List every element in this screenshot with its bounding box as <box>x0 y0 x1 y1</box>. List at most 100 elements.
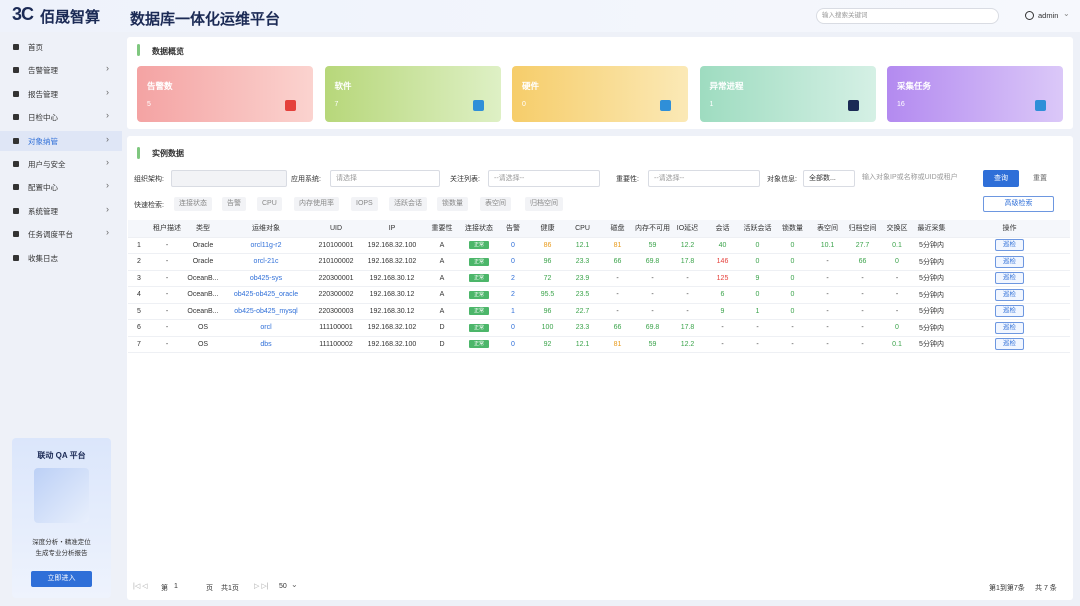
object-link[interactable]: ob425-ob425_mysql <box>234 307 298 315</box>
stat-card[interactable]: 硬件 0 <box>512 66 688 122</box>
promo-line: 深度分析・精准定位 <box>32 539 91 546</box>
menu-item[interactable]: 配置中心 › <box>0 177 122 197</box>
menu-item[interactable]: 任务调度平台 › <box>0 224 122 244</box>
table-cell: 正常 <box>462 253 496 271</box>
query-button[interactable]: 查询 <box>983 170 1019 187</box>
table-cell: OceanB... <box>184 303 222 320</box>
inspect-button[interactable]: 巡检 <box>995 305 1024 318</box>
filter-select[interactable]: --请选择-- <box>648 170 760 187</box>
inspect-button[interactable]: 巡检 <box>995 288 1024 301</box>
menu-icon <box>13 207 19 214</box>
quick-tag[interactable]: 告警 <box>222 197 246 211</box>
table-cell: - <box>845 319 880 337</box>
menu-item[interactable]: 告警管理 › <box>0 60 122 80</box>
promo-button[interactable]: 立即进入 <box>31 571 92 587</box>
filter-input[interactable]: 输入对象IP或名称或UID或租户 <box>857 170 970 187</box>
status-badge: 正常 <box>468 340 489 349</box>
table-row: 7- OS dbs 111100002 192.168.32.100 D 正常 0 92 12.1… <box>128 336 1070 353</box>
inspect-button[interactable]: 巡检 <box>995 239 1024 252</box>
quick-tag[interactable]: 归档空间 <box>525 197 563 211</box>
table-cell: 0 <box>496 237 530 254</box>
object-link[interactable]: dbs <box>260 340 272 348</box>
table-cell: 正常 <box>462 237 496 254</box>
table-cell: 9 <box>740 270 775 287</box>
filter-select[interactable]: --请选择-- <box>488 170 600 187</box>
table-cell: 0 <box>880 319 914 337</box>
filter-label: 重要性: <box>616 176 639 183</box>
object-link[interactable]: orcl11g-r2 <box>250 241 282 249</box>
page-size[interactable]: 50 <box>279 583 287 590</box>
table-cell: 40 <box>705 237 740 254</box>
column-header <box>128 220 150 238</box>
column-header: 磁盘 <box>600 220 635 238</box>
table-cell: 12.2 <box>670 336 705 353</box>
column-header: UID <box>310 220 362 238</box>
table-cell: 9 <box>705 303 740 320</box>
table-cell: 正常 <box>462 336 496 353</box>
stat-card[interactable]: 告警数 5 <box>137 66 313 122</box>
object-link[interactable]: ob425-sys <box>249 274 283 282</box>
object-link[interactable]: orcl-21c <box>253 258 279 266</box>
quick-tag[interactable]: IOPS <box>351 197 378 211</box>
menu-label: 任务调度平台 <box>28 230 73 240</box>
stat-card[interactable]: 异常进程 1 <box>699 66 876 122</box>
table-cell: 0 <box>775 303 810 320</box>
table-row: 6- OS orcl 111100001 192.168.32.102 D 正常 0 100 23… <box>128 319 1070 337</box>
table-cell: 5分钟内 <box>914 270 949 287</box>
filter-input[interactable] <box>171 170 287 187</box>
quick-tag[interactable]: 表空间 <box>480 197 511 211</box>
column-header: 会话 <box>705 220 740 238</box>
table-cell: 巡检 <box>949 319 1070 337</box>
menu-arrow: › <box>106 180 109 191</box>
inspect-button[interactable]: 巡检 <box>995 272 1024 285</box>
advanced-button[interactable]: 高级检索 <box>983 196 1054 212</box>
quick-tag[interactable]: CPU <box>257 197 282 211</box>
table-cell: - <box>845 286 880 304</box>
stat-card[interactable]: 软件 7 <box>324 66 501 122</box>
menu-item[interactable]: 首页 <box>0 37 122 57</box>
quick-tag[interactable]: 内存使用率 <box>294 197 339 211</box>
menu-arrow: › <box>106 110 109 121</box>
menu-icon <box>13 44 19 50</box>
object-link[interactable]: ob425-ob425_oracle <box>233 291 299 299</box>
menu-item[interactable]: 收集日志 <box>0 248 122 268</box>
table-cell: 0 <box>740 237 775 254</box>
table-cell: 66 <box>600 253 635 271</box>
inspect-button[interactable]: 巡检 <box>995 255 1024 268</box>
instance-table: 租户描述 类型 运维对象 UID IP 重要性 连接状态 告警 健康 CPU 磁盘 内存不可用 IO延迟… <box>128 220 1070 353</box>
table-cell: 17.8 <box>670 253 705 271</box>
menu-icon <box>13 67 19 74</box>
menu-label: 对象纳管 <box>28 136 58 146</box>
inspect-button[interactable]: 巡检 <box>995 338 1024 351</box>
user-name[interactable]: admin <box>1038 11 1059 20</box>
stat-value: 5 <box>147 101 151 108</box>
stat-card[interactable]: 采集任务 16 <box>887 66 1063 122</box>
table-cell: 0 <box>880 253 914 271</box>
menu-item[interactable]: 报告管理 › <box>0 84 122 104</box>
table-cell: 22.7 <box>565 303 600 320</box>
quick-tag[interactable]: 锁数量 <box>437 197 468 211</box>
quick-tag[interactable]: 活跃会话 <box>389 197 427 211</box>
status-badge: 正常 <box>468 307 489 316</box>
table-cell: - <box>600 286 635 304</box>
logo: 3C <box>12 4 34 24</box>
reset-button[interactable]: 重置 <box>1033 175 1047 182</box>
menu-item[interactable]: 用户与安全 › <box>0 154 122 174</box>
quick-tag[interactable]: 连接状态 <box>174 197 212 211</box>
filter-select[interactable]: 请选择 <box>330 170 440 187</box>
menu-item[interactable]: 对象纳管 › <box>0 130 122 151</box>
status-badge: 正常 <box>468 274 489 283</box>
table-cell: 66 <box>845 253 880 271</box>
filter-select[interactable]: 全部数... <box>803 170 855 187</box>
table-cell: 210100002 <box>310 253 362 271</box>
stat-value: 1 <box>709 101 714 108</box>
menu-item[interactable]: 日检中心 › <box>0 107 122 127</box>
search-box[interactable]: 输入搜索关键词 <box>816 8 999 24</box>
table-cell: 192.168.32.102 <box>362 253 422 271</box>
menu-item[interactable]: 系统管理 › <box>0 201 122 221</box>
object-link[interactable]: orcl <box>260 324 272 332</box>
inspect-button[interactable]: 巡检 <box>995 321 1024 334</box>
promo-illustration <box>34 468 89 523</box>
table-cell: - <box>775 336 810 353</box>
column-header: 连接状态 <box>462 220 496 238</box>
